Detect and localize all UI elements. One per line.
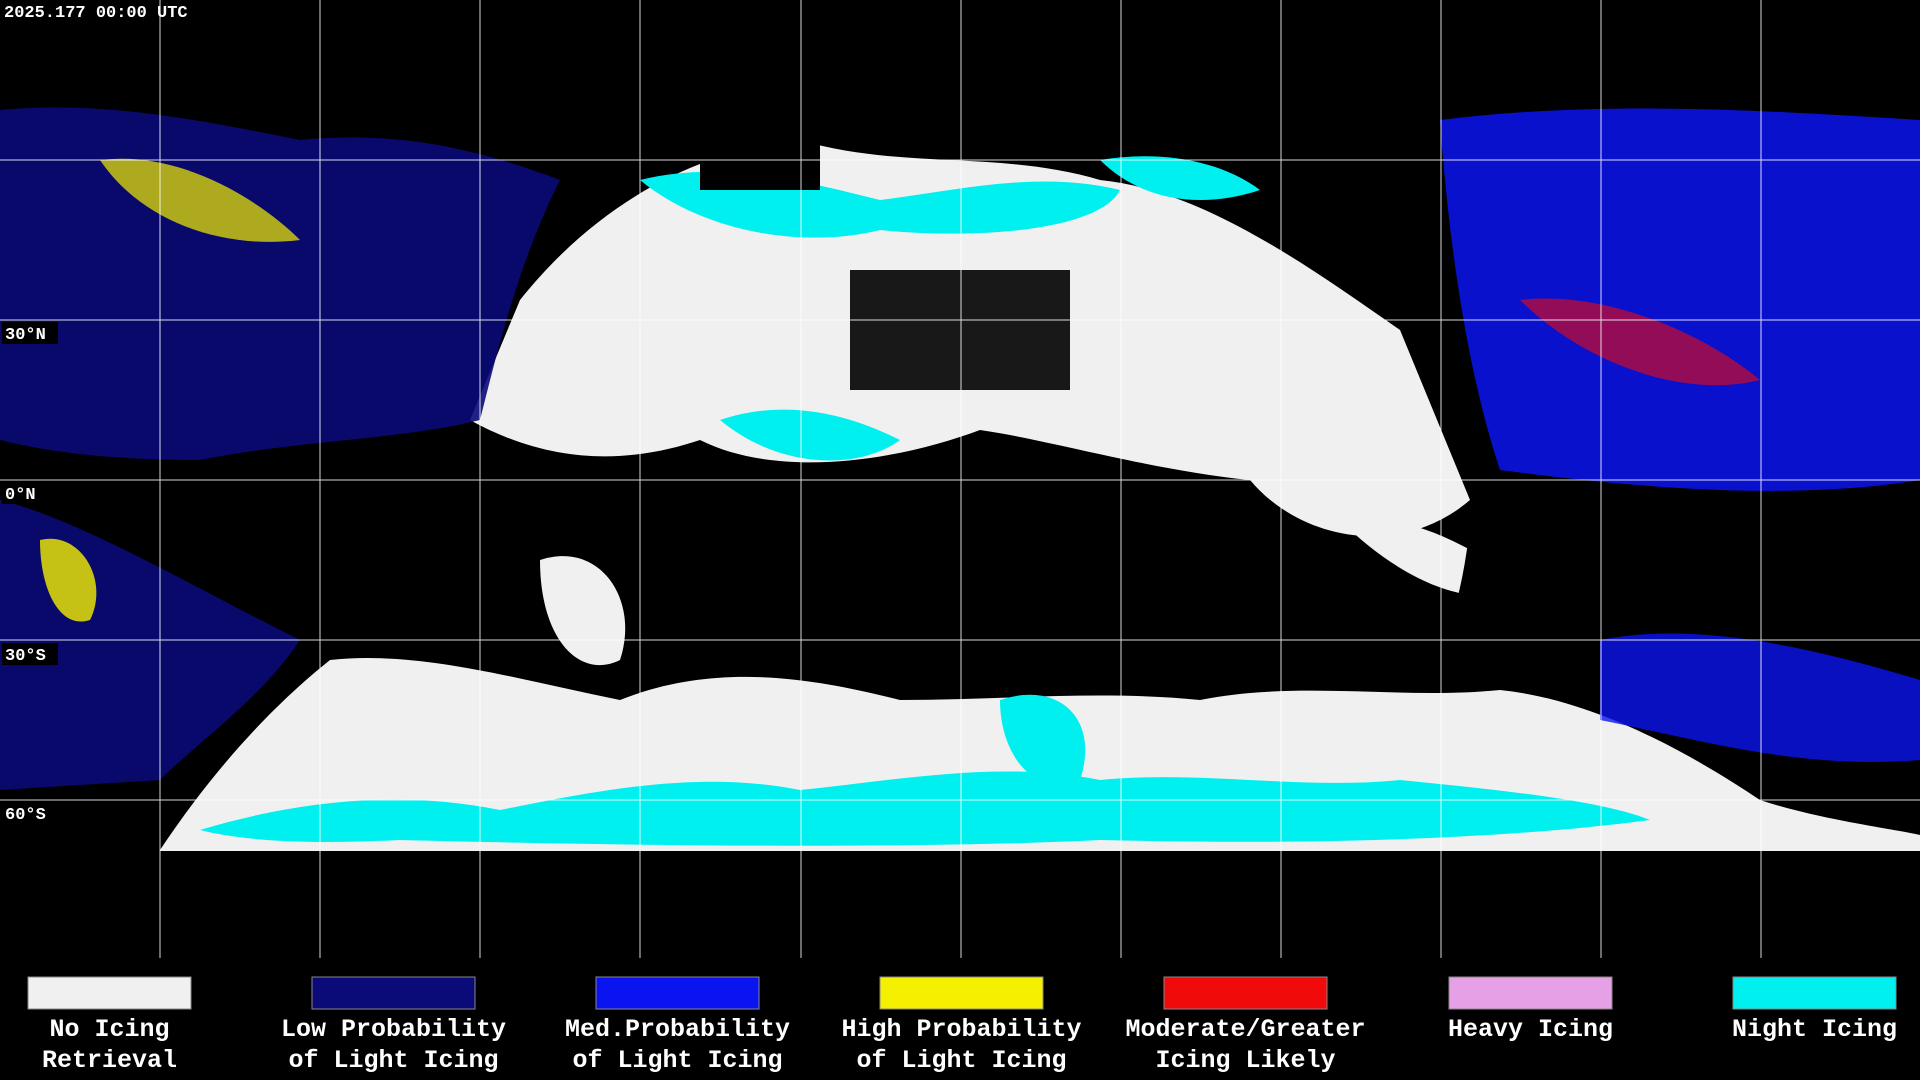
legend-label: High Probability [841,1015,1081,1044]
legend-swatch [311,976,476,1010]
legend-label: of Light Icing [572,1046,782,1075]
latitude-label: 30°N [5,326,46,345]
latitude-label: 60°S [5,806,46,825]
legend-label: No Icing [49,1015,169,1044]
legend-label: Night Icing [1732,1015,1897,1044]
label-background [2,482,58,504]
label-background [2,802,58,824]
legend-swatch [1732,976,1897,1010]
timestamp: 2025.177 00:00 UTC [4,4,188,23]
legend-label: Icing Likely [1155,1046,1335,1075]
legend-swatch [1163,976,1328,1010]
legend-label: Low Probability [281,1015,506,1044]
legend-label: Moderate/Greater [1125,1015,1365,1044]
legend-label: Heavy Icing [1448,1015,1613,1044]
legend-label: of Light Icing [856,1046,1066,1075]
latitude-label: 0°N [5,486,36,505]
legend-swatch [595,976,760,1010]
cloud-layer [0,107,1920,960]
latitude-labels: 30°N 0°N 30°S 60°S [2,322,58,825]
graticule [0,0,1920,958]
label-background [2,322,58,344]
legend-label: Med.Probability [565,1015,790,1044]
legend-swatch [1448,976,1613,1010]
legend-swatch [879,976,1044,1010]
latitude-label: 30°S [5,647,46,666]
legend-swatch [27,976,192,1010]
legend-label: Retrieval [42,1046,177,1075]
label-background [2,643,58,665]
legend-label: of Light Icing [288,1046,498,1075]
